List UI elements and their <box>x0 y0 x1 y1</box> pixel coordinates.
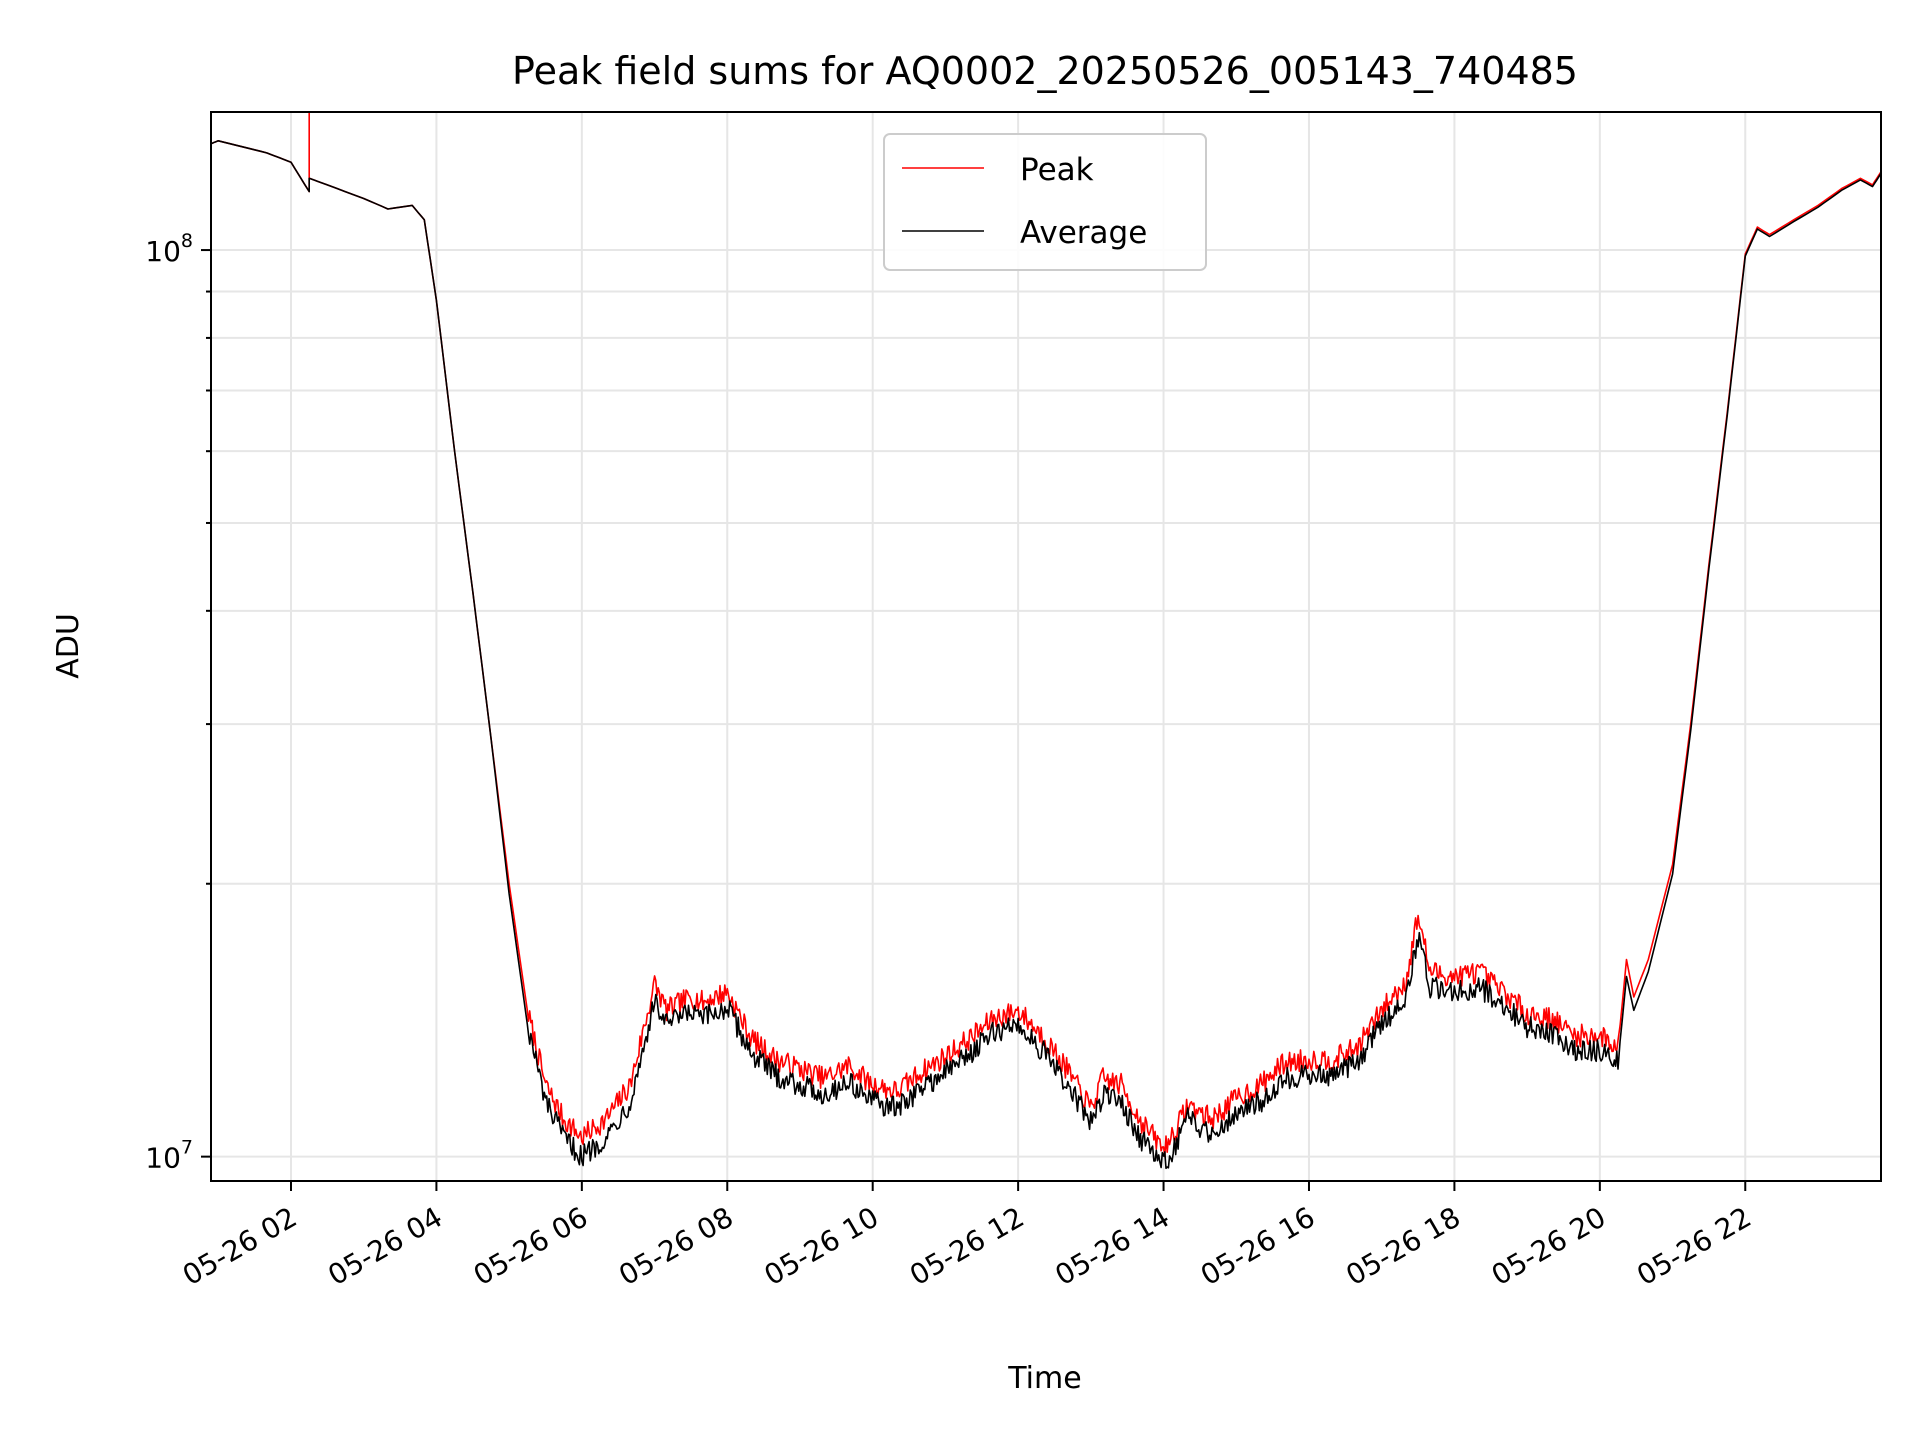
series-layer <box>211 112 1881 1170</box>
y-axis-label: ADU <box>51 613 86 679</box>
y-tick-label: 107 <box>145 1137 193 1175</box>
series-line-peak <box>211 112 1881 1158</box>
series-line-average <box>211 140 1881 1170</box>
legend: Peak Average <box>883 133 1207 271</box>
y-tick-label: 108 <box>145 230 193 268</box>
x-axis-label: Time <box>1007 1361 1081 1396</box>
legend-average-label: Average <box>1020 215 1147 251</box>
chart-title: Peak field sums for AQ0002_20250526_0051… <box>512 49 1578 93</box>
plot-frame <box>210 111 1882 1182</box>
legend-peak-label: Peak <box>1020 152 1094 188</box>
grid <box>211 112 1881 1181</box>
